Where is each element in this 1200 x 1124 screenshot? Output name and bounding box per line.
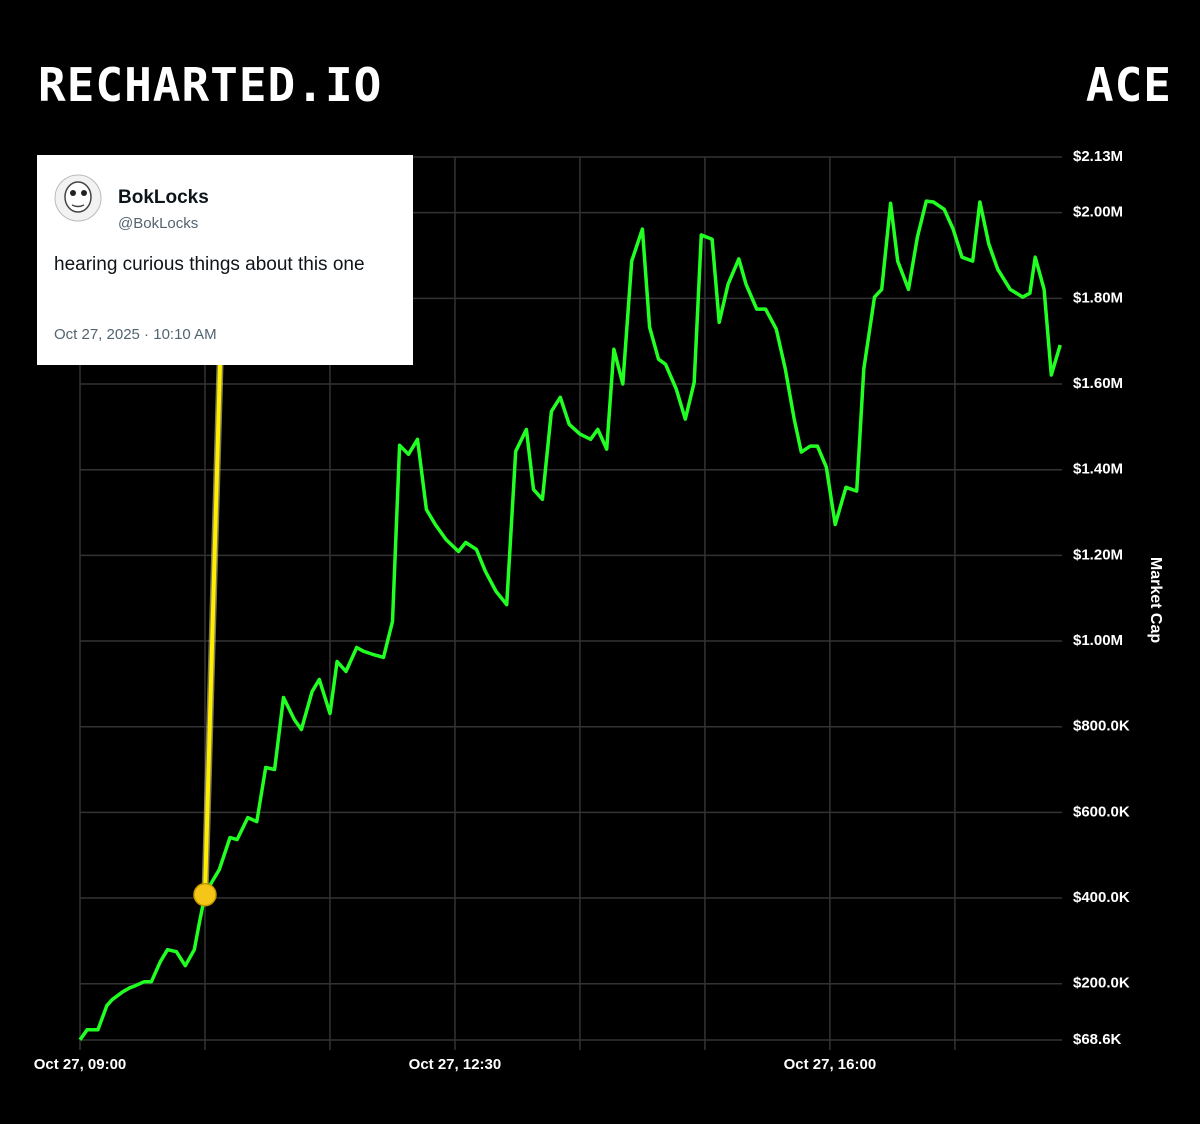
x-tick-label: Oct 27, 16:00 [784, 1056, 877, 1073]
line [78, 199, 1062, 1041]
tweet-marker [193, 882, 217, 907]
y-tick-label: $400.0K [1073, 889, 1130, 906]
tweet-text: hearing curious things about this one [54, 254, 365, 275]
y-tick-label: $200.0K [1073, 975, 1130, 992]
y-tick-label: $68.6K [1073, 1031, 1122, 1048]
y-tick-label: $1.80M [1073, 289, 1123, 306]
y-tick-label: $1.40M [1073, 461, 1123, 478]
y-tick-label: $2.13M [1073, 148, 1123, 165]
x-tick-label: Oct 27, 09:00 [34, 1056, 127, 1073]
y-axis-title: Market Cap [1147, 557, 1164, 643]
brand: RECHARTED.IO [38, 58, 383, 112]
tweet-connector [202, 364, 222, 895]
ticker: ACE [1085, 58, 1172, 112]
tweet-name: BokLocks [118, 187, 209, 208]
y-tick-label: $1.00M [1073, 632, 1123, 649]
y-tick-label: $2.00M [1073, 204, 1123, 221]
tweet-time: Oct 27, 2025 · 10:10 AM [54, 326, 217, 343]
tweet-handle: @BokLocks [118, 215, 199, 232]
tweet-card: BokLocks @BokLocks hearing curious thing… [37, 155, 413, 365]
y-tick-label: $1.20M [1073, 546, 1123, 563]
y-tick-label: $800.0K [1073, 718, 1130, 735]
avatar [54, 174, 102, 222]
x-tick-label: Oct 27, 12:30 [409, 1056, 502, 1073]
y-tick-label: $600.0K [1073, 803, 1130, 820]
y-tick-label: $1.60M [1073, 375, 1123, 392]
